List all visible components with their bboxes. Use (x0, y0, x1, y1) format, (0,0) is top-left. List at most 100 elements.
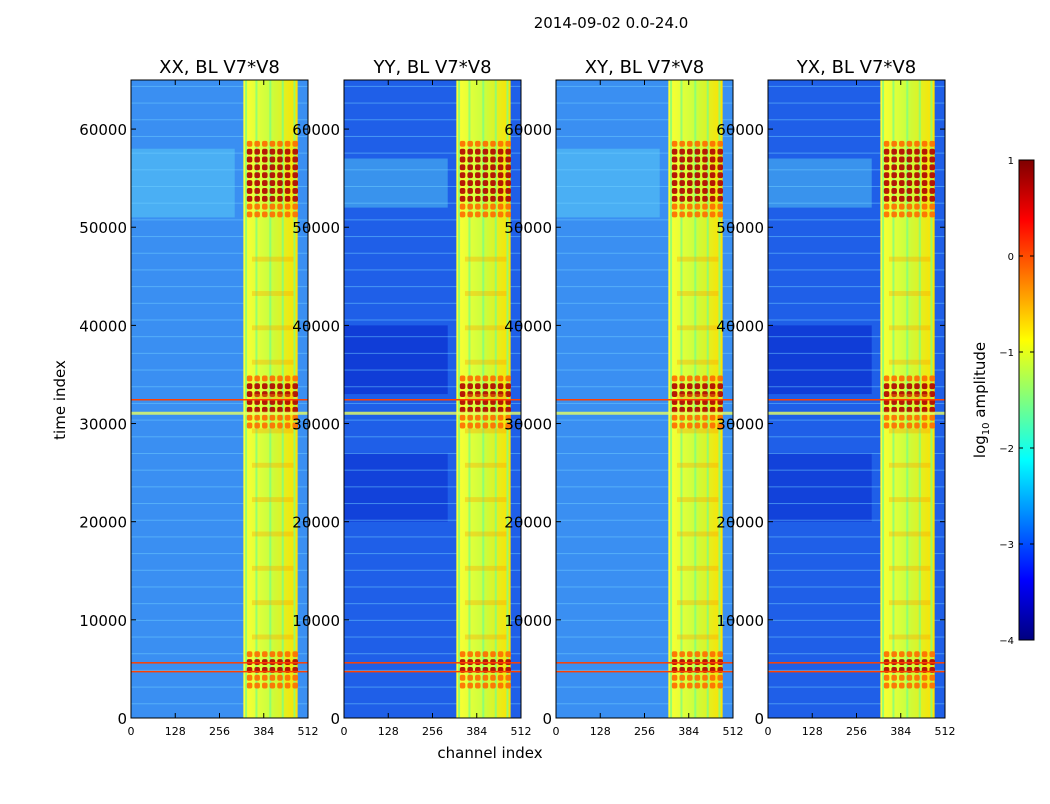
heatmap-blob (671, 164, 678, 171)
heatmap-blob (921, 172, 928, 179)
heatmap-blob (679, 422, 685, 429)
heatmap-blob (914, 383, 920, 390)
heatmap-blob (277, 651, 283, 658)
heatmap-blob (277, 172, 283, 179)
x-tick-label: 512 (935, 725, 956, 738)
heatmap-streak (768, 419, 945, 421)
y-tick-label: 40000 (504, 317, 552, 335)
heatmap-blob (883, 406, 890, 413)
heatmap-blob (505, 180, 511, 187)
heatmap-blob (676, 497, 719, 503)
heatmap-blob (687, 674, 693, 681)
heatmap-blob (475, 211, 481, 218)
heatmap-blob (490, 422, 496, 429)
heatmap-blob (906, 422, 913, 429)
heatmap-blob (914, 659, 920, 665)
heatmap-blob (906, 187, 913, 194)
heatmap-blob (899, 406, 905, 413)
heatmap-blob (505, 674, 511, 681)
y-tick-label: 10000 (504, 612, 552, 630)
heatmap-blob (254, 406, 260, 413)
heatmap-streak (768, 452, 945, 454)
x-tick-label: 256 (209, 725, 230, 738)
heatmap-blob (284, 391, 291, 398)
heatmap-blob (888, 256, 931, 262)
heatmap-blob (921, 187, 928, 194)
heatmap-blob (914, 203, 920, 210)
heatmap-blob (891, 203, 897, 210)
heatmap-blob (467, 375, 473, 382)
heatmap-streak (768, 119, 945, 121)
heatmap-blob (883, 422, 890, 429)
heatmap-blob (906, 682, 913, 689)
heatmap-blob (694, 156, 701, 163)
heatmap-blob (277, 164, 283, 171)
colorbar-label-sub: 10 (981, 422, 992, 435)
heatmap-blob (888, 565, 931, 571)
heatmap-blob (679, 406, 685, 413)
heatmap-blob (269, 164, 276, 171)
heatmap-rfi-line (556, 670, 733, 673)
heatmap-streak (556, 336, 733, 338)
heatmap-blob (921, 164, 928, 171)
heatmap-blob (687, 383, 693, 390)
heatmap-blob (883, 156, 890, 163)
heatmap-blob (254, 195, 260, 202)
heatmap-streak (131, 169, 308, 171)
heatmap-blob (899, 172, 905, 179)
heatmap-blob (497, 422, 504, 429)
heatmap-blob (694, 172, 701, 179)
heatmap-blob (671, 140, 678, 147)
heatmap-blob (899, 375, 905, 382)
heatmap-blob (679, 391, 685, 398)
heatmap-blob (464, 600, 507, 606)
heatmap-blob (702, 156, 708, 163)
heatmap-blob (467, 674, 473, 681)
heatmap-blob (914, 156, 920, 163)
heatmap-blob (709, 187, 716, 194)
heatmap-blob (505, 164, 511, 171)
heatmap-region (344, 325, 448, 395)
heatmap-streak (768, 569, 945, 571)
heatmap-blob (490, 414, 496, 421)
heatmap-blob (475, 391, 481, 398)
heatmap-blob (717, 164, 723, 171)
heatmap-blob (254, 422, 260, 429)
heatmap-blob (251, 256, 294, 262)
heatmap-blob (702, 375, 708, 382)
heatmap-blob (717, 375, 723, 382)
heatmap-rfi-line (556, 399, 733, 401)
heatmap-blob (459, 375, 466, 382)
heatmap-blob (254, 659, 260, 665)
heatmap-blob (277, 211, 283, 218)
heatmap-blob (929, 391, 935, 398)
heatmap-blob (929, 140, 935, 147)
heatmap-blob (694, 203, 701, 210)
heatmap-blob (277, 682, 283, 689)
heatmap-blob (717, 674, 723, 681)
colorbar-gradient (1018, 159, 1035, 641)
heatmap-blob (906, 659, 913, 665)
heatmap-blob (921, 211, 928, 218)
heatmap-streak (556, 135, 733, 137)
heatmap-streak (131, 503, 308, 505)
heatmap-blob (694, 187, 701, 194)
heatmap-streak (131, 202, 308, 204)
x-tick-label: 256 (846, 725, 867, 738)
heatmap-blob (679, 164, 685, 171)
heatmap-blob (292, 375, 298, 382)
heatmap-blob (459, 140, 466, 147)
heatmap-blob (906, 211, 913, 218)
heatmap-blob (254, 682, 260, 689)
heatmap-blob (929, 195, 935, 202)
heatmap-streak (344, 302, 521, 304)
heatmap-blob (906, 172, 913, 179)
heatmap-blob (269, 659, 276, 665)
heatmap-blob (490, 156, 496, 163)
heatmap-blob (891, 674, 897, 681)
heatmap-blob (929, 682, 935, 689)
heatmap-blob (497, 659, 504, 665)
heatmap-blob (490, 187, 496, 194)
heatmap-blob (679, 383, 685, 390)
heatmap-blob (475, 203, 481, 210)
